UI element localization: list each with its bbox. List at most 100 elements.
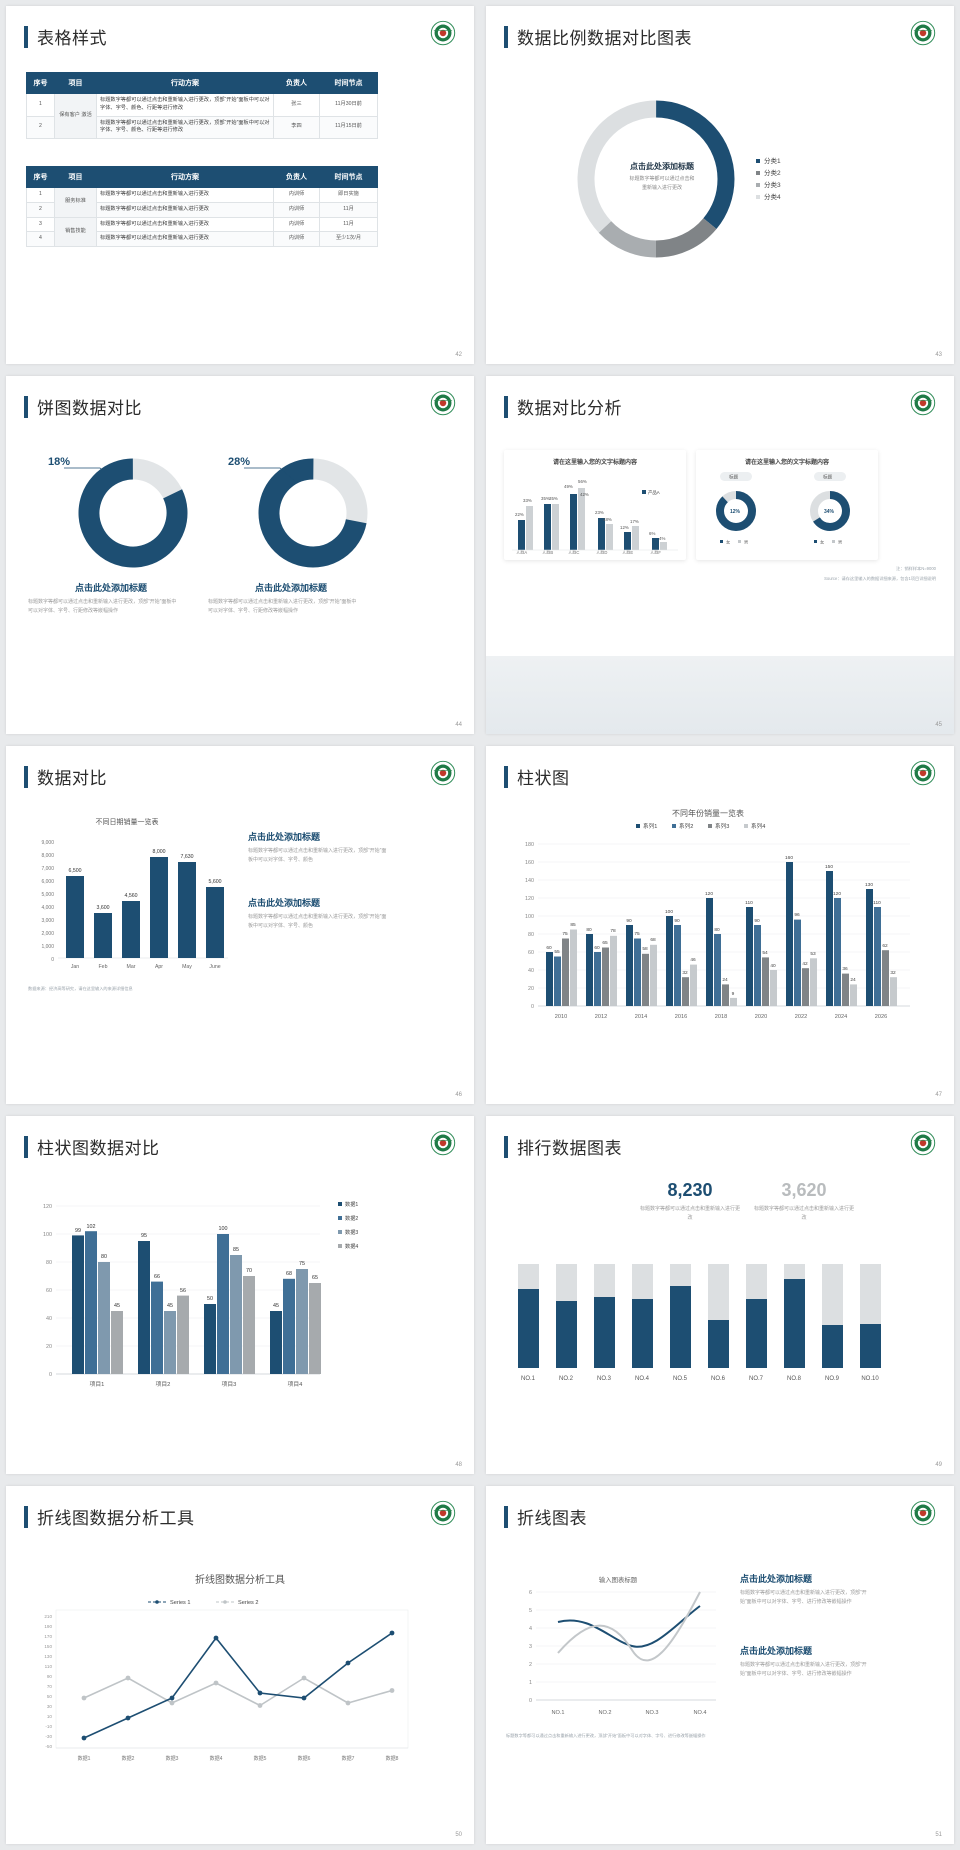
svg-text:20: 20 [46, 1344, 52, 1350]
svg-text:5,000: 5,000 [41, 892, 54, 898]
page-title: 柱状图 [517, 769, 570, 788]
page-number: 51 [935, 1832, 942, 1838]
legend-swatch-icon [756, 159, 760, 164]
donut-center-title: 点击此处添加标题 [630, 162, 694, 171]
chart-footnote: 数据来源：经济高等研究，请在这里输入的来源详细信息 [28, 986, 133, 991]
svg-text:56: 56 [180, 1288, 186, 1294]
slide-header: 折线图表 [504, 1504, 587, 1529]
kpi-value: 3,620 [781, 1180, 827, 1200]
block-heading: 点击此处添加标题 [740, 1646, 813, 1656]
svg-text:数据7: 数据7 [342, 1755, 355, 1762]
slide-column-chart: 柱状图 不同年份销量一览表 系列1 系列2 系列3 系列4 180 160 140 … [486, 746, 954, 1104]
svg-text:5: 5 [529, 1608, 532, 1614]
svg-text:人群C: 人群C [568, 549, 579, 554]
cell-owner: 内训师 [273, 201, 320, 218]
slide-header: 表格样式 [24, 24, 107, 49]
svg-text:4,560: 4,560 [125, 893, 138, 899]
svg-text:人群D: 人群D [596, 549, 607, 554]
svg-text:Mar: Mar [127, 964, 136, 970]
dual-donut-chart: 标题 标题 12% 34% 女 男 女 男 [716, 472, 850, 546]
svg-text:100: 100 [219, 1226, 228, 1232]
svg-text:NO.3: NO.3 [645, 1710, 658, 1716]
svg-text:系列3: 系列3 [715, 822, 729, 830]
svg-text:75: 75 [562, 931, 568, 937]
kpi-2: 3,620 标题数字等都可以通过点击和重新输入进行更改 [754, 1180, 854, 1223]
svg-text:180: 180 [525, 842, 534, 848]
chart-title: 折线图数据分析工具 [195, 1575, 285, 1586]
svg-text:7,630: 7,630 [181, 854, 194, 860]
table-row: 1 服务标准 标题数字等都可以通过点击和重新输入进行更改 内训师 即日实施 [26, 187, 378, 218]
svg-text:17%: 17% [630, 519, 639, 524]
company-logo-icon [430, 1130, 456, 1156]
chart-title: 不同日期销量一览表 [96, 817, 159, 826]
svg-text:项目3: 项目3 [222, 1381, 237, 1388]
title-accent-bar [24, 765, 28, 788]
svg-text:标题: 标题 [729, 474, 739, 481]
svg-text:60: 60 [546, 945, 552, 951]
svg-text:人群B: 人群B [542, 549, 553, 554]
svg-text:2: 2 [529, 1662, 532, 1668]
legend-swatch-icon [756, 183, 760, 188]
svg-text:65: 65 [312, 1275, 318, 1281]
svg-text:2024: 2024 [835, 1014, 847, 1020]
cell-plan: 标题数字等都可以通过点击和重新输入进行更改，顶部“开始”面板中可以对字体、字号、… [96, 115, 274, 140]
svg-text:50: 50 [207, 1296, 213, 1302]
th-item: 项目 [54, 72, 97, 94]
svg-text:数据6: 数据6 [298, 1755, 311, 1762]
donut-slice-4 [577, 100, 735, 258]
svg-text:85: 85 [233, 1247, 239, 1253]
card-title: 请在这里输入您的文字标题内容 [552, 460, 637, 466]
line-series-1 [557, 1605, 701, 1648]
svg-text:46: 46 [690, 957, 696, 963]
th-plan: 行动方案 [96, 72, 274, 94]
page-number: 44 [455, 722, 462, 728]
svg-text:62: 62 [882, 943, 888, 949]
svg-text:100: 100 [525, 914, 534, 920]
svg-text:54: 54 [762, 950, 768, 956]
th-time: 时间节点 [319, 166, 378, 188]
cell-owner: 内训师 [273, 216, 320, 233]
slide-column-compare: 柱状图数据对比 120 100 80 60 40 20 0 99 102 80 [6, 1116, 474, 1474]
svg-text:May: May [182, 964, 192, 970]
donut-legend: 分类1 分类2 分类3 分类4 [756, 156, 781, 204]
svg-text:12%: 12% [620, 525, 629, 530]
svg-text:150: 150 [44, 1644, 52, 1649]
page-title: 饼图数据对比 [37, 399, 142, 418]
svg-text:160: 160 [525, 860, 534, 866]
cell-no: 3 [26, 216, 55, 233]
svg-text:NO.3: NO.3 [597, 1376, 612, 1382]
svg-text:Feb: Feb [99, 964, 108, 970]
svg-text:数据3: 数据3 [345, 1228, 358, 1236]
cell-time: 11月15日前 [319, 115, 378, 140]
block-body: 标题数字等都可以通过点击和重新输入进行更改，顶部“开始”面板中可以对字体、字号、… [248, 848, 387, 863]
svg-text:40: 40 [770, 963, 776, 969]
table-header-row: 序号 项目 行动方案 负责人 时间节点 [26, 72, 378, 94]
donut-chart-1 [78, 458, 188, 568]
svg-text:NO.4: NO.4 [693, 1710, 706, 1716]
chart-source: Source：请存这里输入的数据详细来源，包含1项目详细说明 [824, 576, 936, 581]
pie-body-1: 标题数字等都可以通过点击和重新输入进行更改，顶部“开始”面板中可以对字体、字号、… [28, 599, 177, 614]
svg-text:120: 120 [705, 891, 713, 897]
th-item: 项目 [54, 166, 97, 188]
table-row: 3 销售技能 标题数字等都可以通过点击和重新输入进行更改 内训师 11月 [26, 216, 378, 248]
svg-text:140: 140 [525, 878, 534, 884]
line-series-2-points [81, 1675, 395, 1708]
chart-legend: Series 1 Series 2 [148, 1600, 259, 1606]
legend-label: 分类4 [764, 194, 781, 202]
svg-text:120: 120 [833, 891, 841, 897]
svg-text:60: 60 [528, 950, 534, 956]
chart-note: 注：销样样本N=9000 [896, 566, 936, 571]
project-compare-chart: 120 100 80 60 40 20 0 99 102 80 45 95 66 45 5… [43, 1200, 358, 1388]
svg-text:10: 10 [47, 1714, 53, 1719]
svg-text:120: 120 [43, 1204, 52, 1210]
svg-text:4: 4 [529, 1626, 532, 1632]
legend-item: 分类2 [756, 168, 781, 180]
cell-time: 11月30日前 [319, 93, 378, 117]
company-logo-icon [430, 1500, 456, 1526]
title-accent-bar [24, 1505, 28, 1528]
svg-text:9: 9 [732, 991, 735, 997]
bar-group: 35% 35% [541, 496, 559, 550]
company-logo-icon [910, 20, 936, 46]
title-accent-bar [24, 25, 28, 48]
